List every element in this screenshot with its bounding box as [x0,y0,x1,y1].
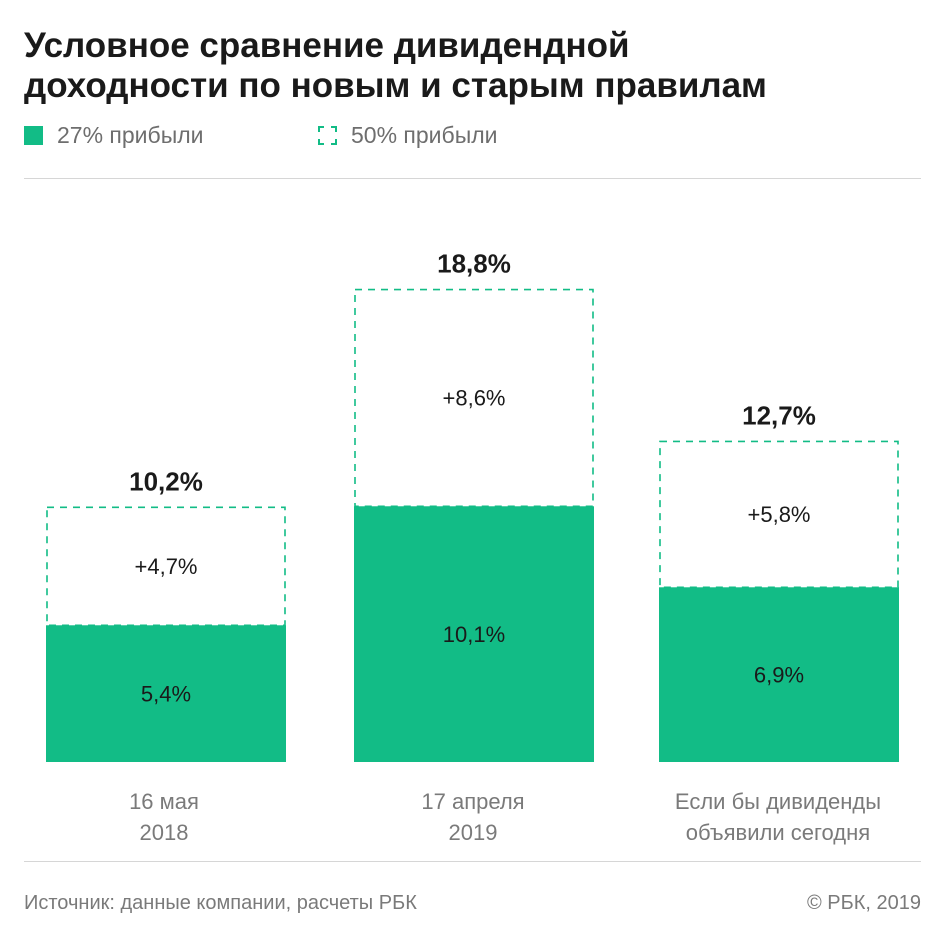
bar-segment-dashed [46,506,286,627]
chart-title-line: Условное сравнение дивидендной [24,26,630,65]
category-label-line: 2019 [448,820,498,845]
legend-item-dashed: 50% прибыли [318,122,498,149]
bar-segment-base [46,625,286,762]
data-label-total: 18,8% [437,249,511,279]
chart-title: Условное сравнение дивидендной доходност… [24,26,904,106]
category-label: Если бы дивиденды объявили сегодня [628,786,928,848]
bar-segment-base [354,506,594,762]
data-label-total: 10,2% [129,466,203,496]
data-label-increment: +4,7% [135,554,198,579]
category-label-line: 17 апреля [421,789,525,814]
data-label-base: 10,1% [443,622,505,647]
chart-title-line: доходности по новым и старым правилам [24,66,767,105]
divider-bottom [24,861,921,862]
category-label-line: 16 мая [129,789,199,814]
legend-label: 27% прибыли [57,122,204,148]
legend-swatch-solid [24,126,43,145]
category-label-line: Если бы дивиденды [674,789,882,814]
source-note: Источник: данные компании, расчеты РБК [24,892,417,914]
category-label: 16 мая 2018 [24,786,304,848]
category-label-line: 2018 [139,820,189,845]
legend-item-solid: 27% прибыли [24,122,204,149]
data-label-increment: +5,8% [748,502,811,527]
category-label: 17 апреля 2019 [333,786,613,848]
legend-label: 50% прибыли [351,122,498,148]
data-label-total: 12,7% [742,400,816,430]
legend-swatch-dashed [318,126,337,145]
copyright: © РБК, 2019 [806,892,921,914]
data-label-base: 5,4% [141,682,191,707]
divider-top [24,178,921,179]
data-label-base: 6,9% [754,663,804,688]
bar-segment-dashed [354,288,594,508]
bar-segment-dashed [659,440,899,589]
category-label-line: объявили сегодня [685,820,871,845]
bar-segment-base [659,587,899,762]
data-label-increment: +8,6% [443,385,506,410]
